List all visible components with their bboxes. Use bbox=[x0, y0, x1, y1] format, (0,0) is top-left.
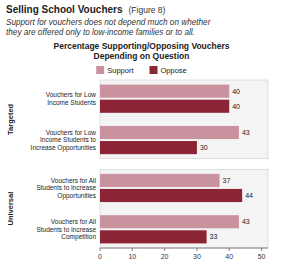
legend-swatch bbox=[150, 66, 158, 74]
text-line: Opportunities bbox=[57, 192, 96, 200]
bars bbox=[100, 85, 242, 244]
tick bbox=[100, 248, 101, 251]
title: Selling School Vouchers bbox=[6, 4, 123, 15]
bar bbox=[100, 215, 239, 228]
text-line: Increase Opportunities bbox=[31, 144, 97, 152]
legend-label: Support bbox=[107, 66, 134, 75]
subtitle: Support for vouchers does not depend muc… bbox=[6, 18, 211, 37]
bar bbox=[100, 126, 239, 139]
text-line: Support for vouchers does not depend muc… bbox=[6, 18, 211, 27]
text-line: Students to Increase bbox=[36, 226, 96, 233]
text-line: Vouchers for All bbox=[51, 218, 97, 225]
tick-label: 0 bbox=[98, 253, 102, 260]
group-label: Universal bbox=[6, 192, 15, 226]
group-box bbox=[100, 80, 268, 159]
data-label: 44 bbox=[245, 192, 253, 199]
group-box bbox=[100, 169, 268, 248]
legend-item: Oppose bbox=[150, 66, 187, 75]
tick bbox=[196, 248, 197, 251]
text-line: they are offered only to low-income fami… bbox=[6, 28, 195, 37]
tick-label: 10 bbox=[128, 253, 136, 260]
group-label: Targeted bbox=[6, 103, 15, 135]
category-label: Vouchers for AllStudents to IncreaseOppo… bbox=[36, 177, 96, 200]
category-label: Vouchers for LowIncome Students bbox=[46, 91, 97, 106]
bar bbox=[100, 141, 197, 154]
data-label: 43 bbox=[242, 129, 250, 136]
text-line: Vouchers for All bbox=[51, 177, 97, 184]
data-labels: 40 43 37 43 40 30 44 33 bbox=[200, 88, 253, 241]
text-line: Income Students to bbox=[40, 136, 96, 143]
bar bbox=[100, 189, 242, 202]
text-line: Competition bbox=[61, 233, 96, 241]
data-label: 40 bbox=[232, 103, 240, 110]
tick-label: 20 bbox=[161, 253, 169, 260]
bar bbox=[100, 85, 229, 98]
category-label: Vouchers for LowIncome Students toIncrea… bbox=[31, 129, 97, 152]
legend: Support Oppose bbox=[96, 66, 187, 75]
tick-label: 40 bbox=[225, 253, 233, 260]
text-line: Income Students bbox=[47, 99, 97, 106]
x-axis: 0 10 20 30 40 50 bbox=[98, 248, 268, 260]
text-line: Vouchers for Low bbox=[46, 91, 97, 98]
data-label: 37 bbox=[223, 177, 231, 184]
legend-item: Support bbox=[96, 66, 134, 75]
tick bbox=[229, 248, 230, 251]
axis-line bbox=[100, 248, 268, 249]
text-line: Depending on Question bbox=[94, 51, 190, 61]
text-line: Percentage Supporting/Opposing Vouchers bbox=[53, 41, 229, 51]
tick bbox=[164, 248, 165, 251]
tick-label: 50 bbox=[258, 253, 266, 260]
text-line: Students to Increase bbox=[36, 184, 96, 191]
data-label: 30 bbox=[200, 144, 208, 151]
bar bbox=[100, 174, 220, 187]
tick-label: 30 bbox=[193, 253, 201, 260]
legend-label: Oppose bbox=[161, 66, 187, 75]
title-note: (Figure 8) bbox=[129, 5, 166, 15]
data-label: 43 bbox=[242, 218, 250, 225]
group-boxes bbox=[100, 80, 268, 248]
tick bbox=[261, 248, 262, 251]
chart-title: Percentage Supporting/Opposing VouchersD… bbox=[53, 41, 229, 61]
data-label: 33 bbox=[210, 233, 218, 240]
bar bbox=[100, 100, 229, 113]
text-line: Vouchers for Low bbox=[46, 129, 97, 136]
legend-swatch bbox=[96, 66, 104, 74]
category-label: Vouchers for AllStudents to IncreaseComp… bbox=[36, 218, 96, 241]
chart: Selling School Vouchers (Figure 8) Support… bbox=[0, 0, 283, 268]
data-label: 40 bbox=[232, 88, 240, 95]
bar bbox=[100, 230, 207, 243]
tick bbox=[132, 248, 133, 251]
